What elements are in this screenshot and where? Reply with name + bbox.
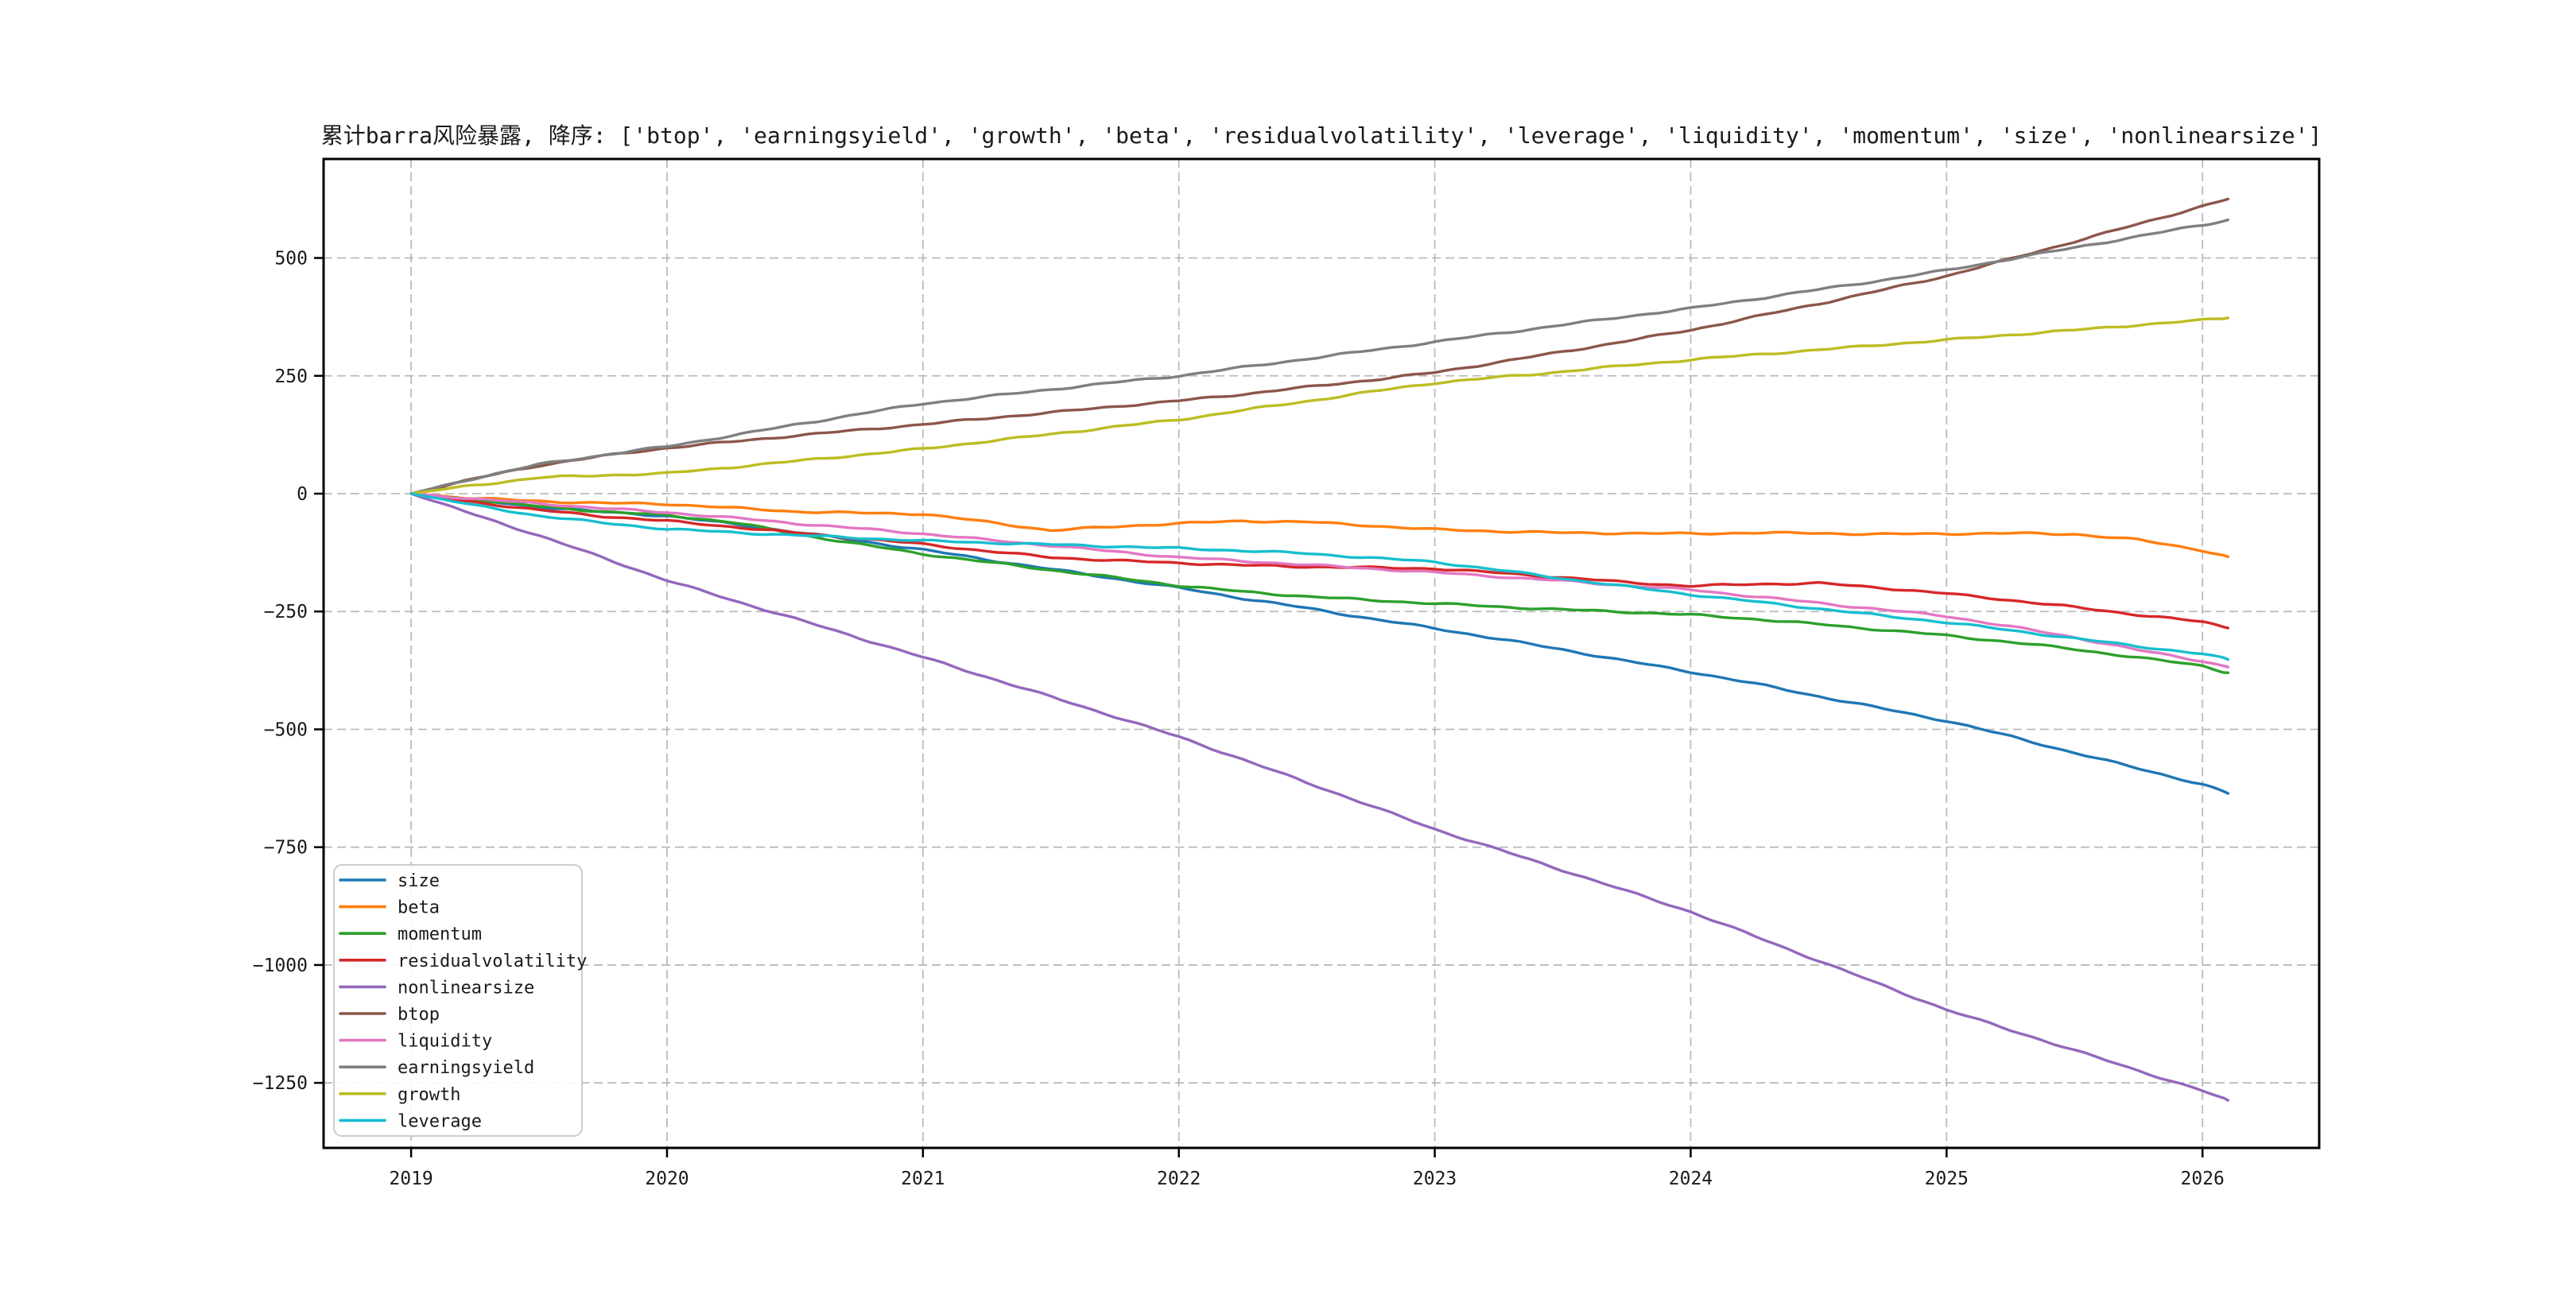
legend-item: growth: [339, 1085, 460, 1105]
legend-item: beta: [339, 898, 440, 918]
series-line-growth: [409, 316, 2230, 495]
series-line-liquidity: [409, 492, 2230, 669]
series-line-leverage: [409, 492, 2230, 661]
x-tick-label: 2021: [901, 1169, 945, 1189]
x-tick-label: 2022: [1157, 1169, 1201, 1189]
y-tick-label: −750: [264, 838, 308, 859]
legend-box: [333, 864, 583, 1137]
y-tick-label: −1250: [253, 1073, 308, 1094]
legend-label-momentum: momentum: [398, 925, 482, 944]
y-tick-label: 500: [274, 249, 308, 269]
legend-label-size: size: [398, 871, 440, 891]
legend-label-leverage: leverage: [398, 1111, 482, 1131]
legend-item: liquidity: [339, 1032, 492, 1052]
y-tick-label: 250: [274, 366, 308, 387]
chart-title: 累计barra风险暴露, 降序: ['btop', 'earningsyield…: [321, 122, 2322, 149]
series-line-size: [409, 492, 2230, 795]
axes-layer: 2019 2020 2021 2022 2023 2024 2025 2026 500 250 0 −…: [253, 157, 2321, 1189]
grid-layer: [324, 159, 2319, 1148]
legend-item: size: [339, 871, 440, 891]
legend-label-growth: growth: [398, 1085, 460, 1105]
legend-label-beta: beta: [398, 898, 440, 918]
series-line-btop: [409, 197, 2230, 495]
legend-item: momentum: [339, 925, 482, 944]
series-line-earningsyield: [409, 218, 2230, 495]
plot-border: [322, 157, 2321, 1149]
y-tick-label: −1000: [253, 956, 308, 976]
series-line-beta: [409, 492, 2230, 559]
x-tick-label: 2024: [1669, 1169, 1713, 1189]
series-line-nonlinearsize: [409, 492, 2230, 1102]
x-tick-label: 2020: [645, 1169, 689, 1189]
y-tick-label: −250: [264, 602, 308, 622]
x-tick-label: 2023: [1413, 1169, 1457, 1189]
legend-label-earningsyield: earningsyield: [398, 1058, 534, 1078]
legend-item: residualvolatility: [339, 952, 587, 971]
legend-label-liquidity: liquidity: [398, 1032, 492, 1052]
legend-item: nonlinearsize: [339, 978, 534, 998]
x-tick-label: 2025: [1925, 1169, 1969, 1189]
x-tick-label: 2026: [2181, 1169, 2225, 1189]
legend-item: btop: [339, 1005, 440, 1025]
y-tick-label: 0: [297, 484, 308, 505]
legend-label-residualvolatility: residualvolatility: [398, 952, 587, 971]
x-tick-label: 2019: [389, 1169, 433, 1189]
legend: size beta momentum residualvolatility nonlin…: [333, 864, 587, 1137]
series-line-momentum: [409, 492, 2230, 674]
legend-label-nonlinearsize: nonlinearsize: [398, 978, 534, 998]
series-layer: [409, 197, 2230, 1102]
legend-item: earningsyield: [339, 1058, 534, 1078]
legend-item: leverage: [339, 1111, 482, 1131]
legend-label-btop: btop: [398, 1005, 440, 1025]
y-tick-label: −500: [264, 719, 308, 740]
